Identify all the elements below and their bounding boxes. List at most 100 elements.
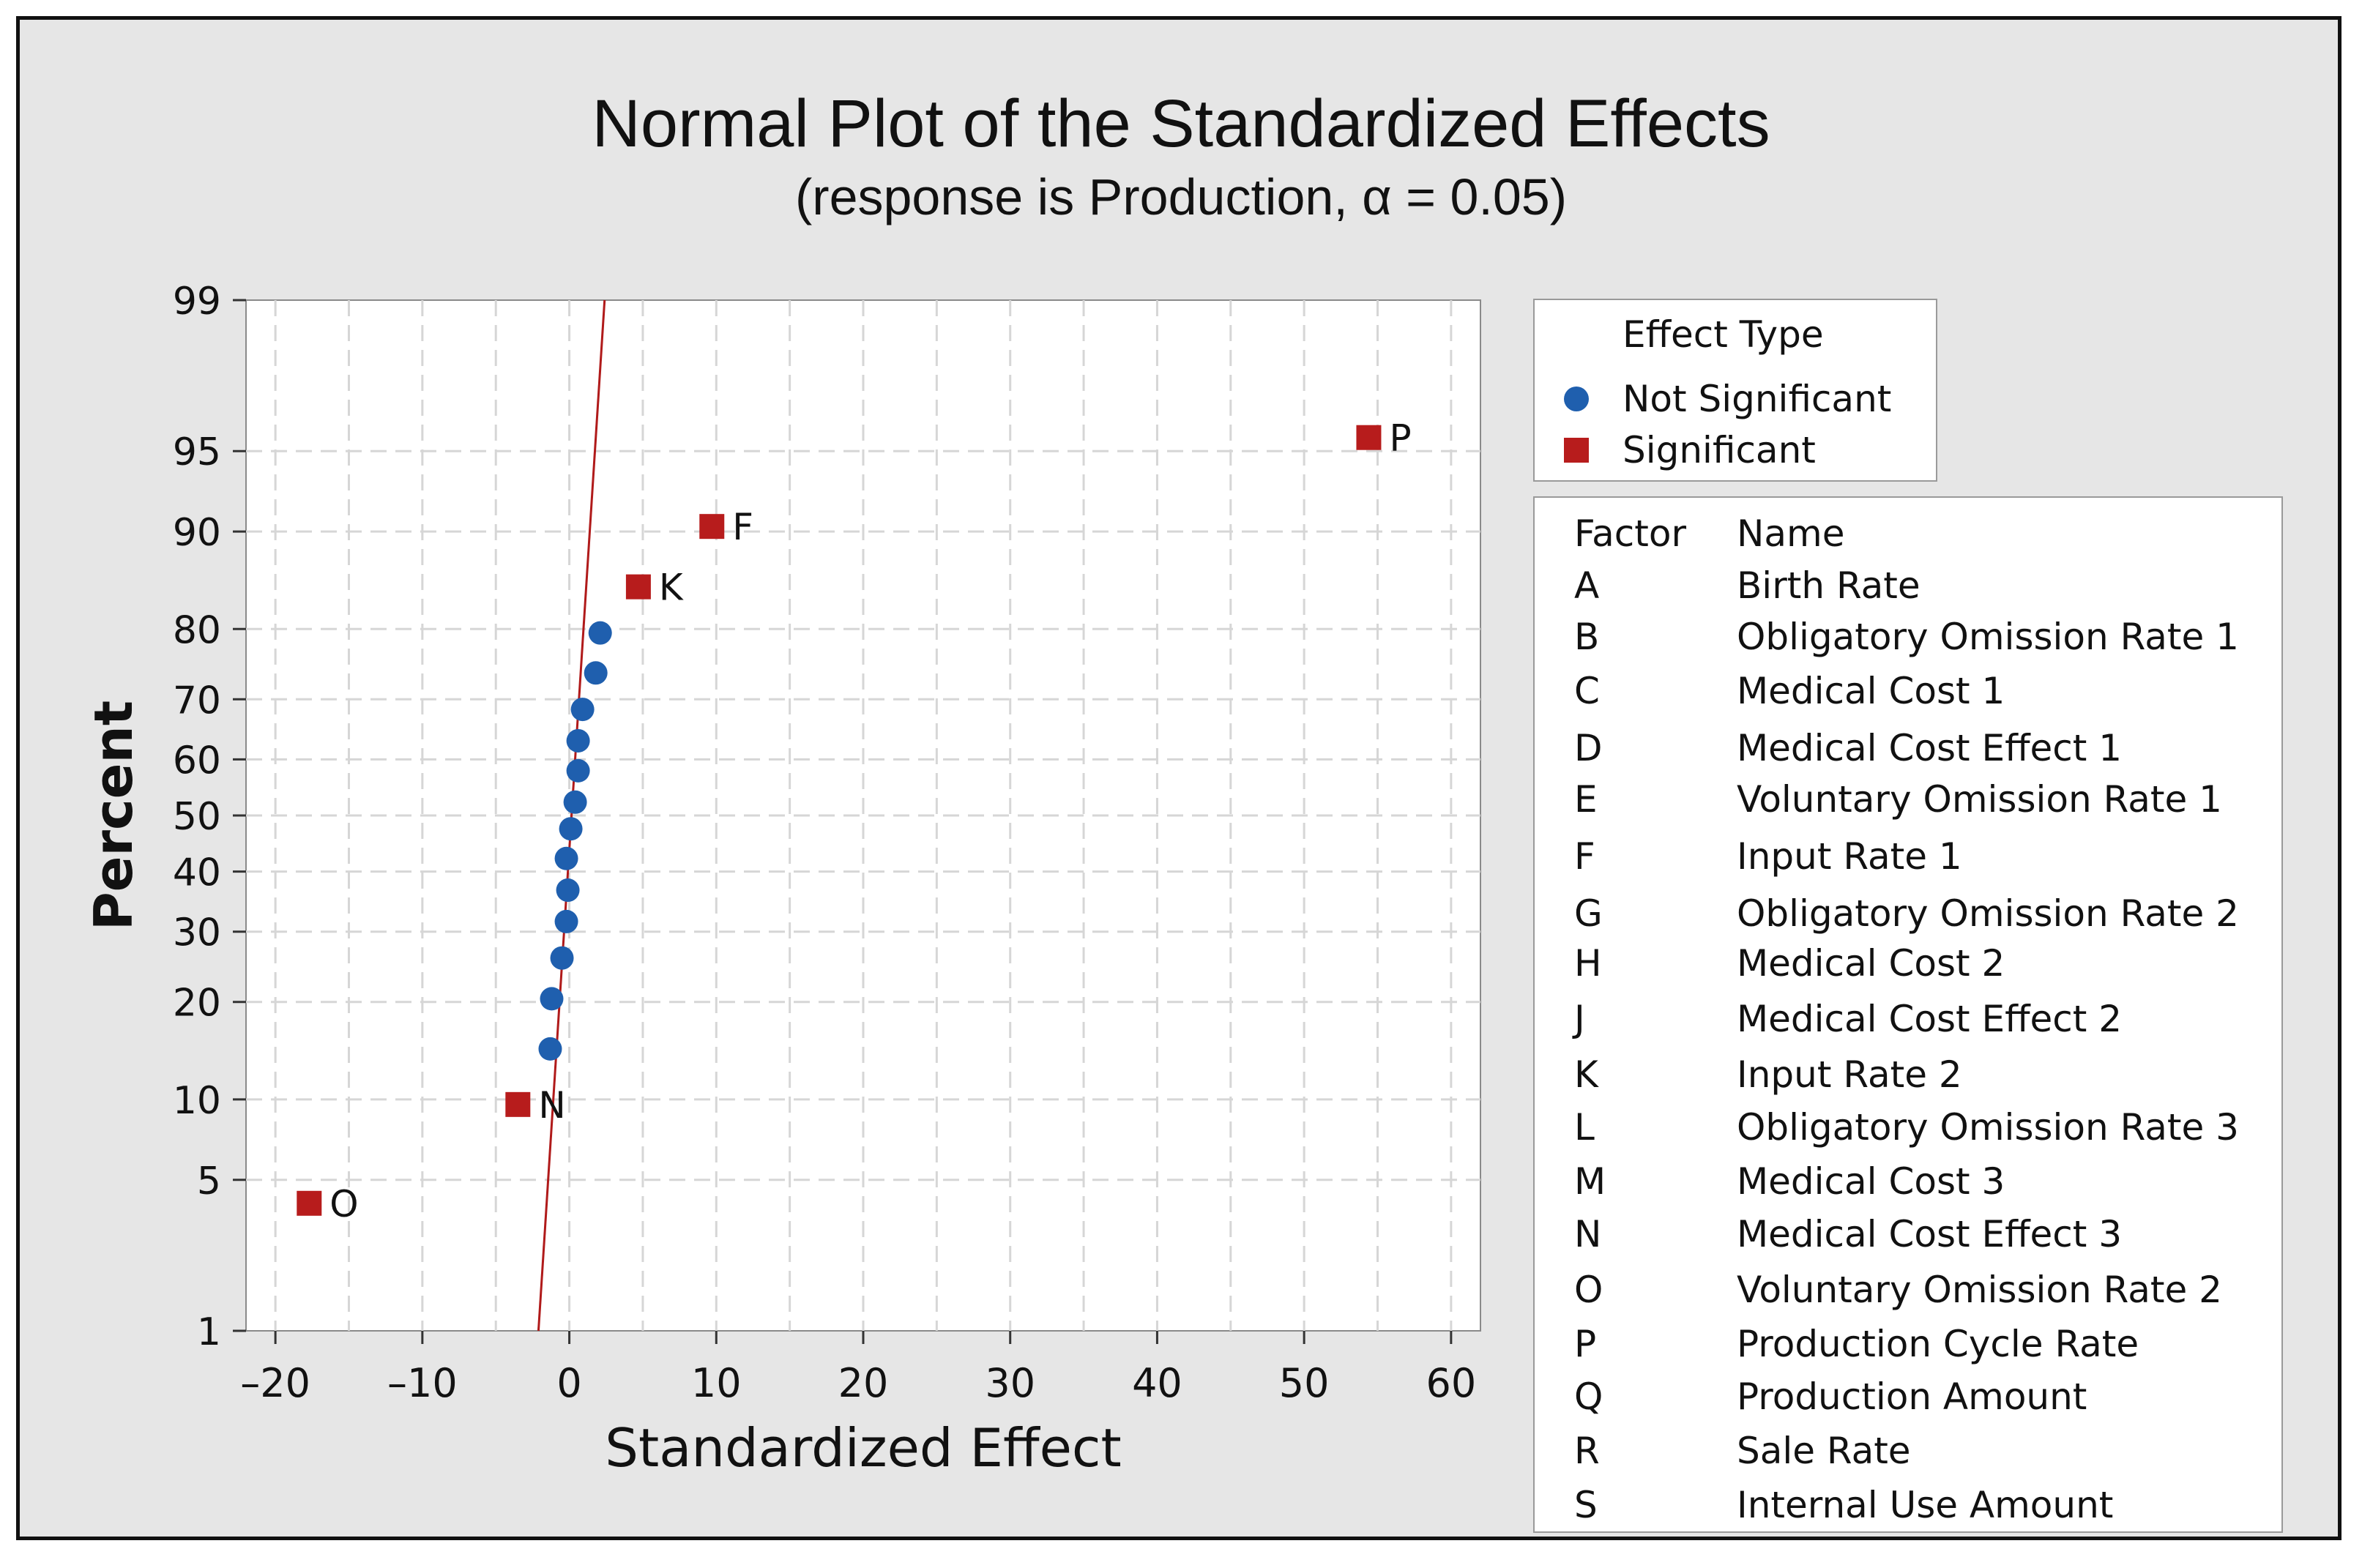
y-tick-label: 10	[173, 1079, 221, 1123]
data-point-not-significant	[570, 698, 595, 722]
data-point-not-significant	[584, 661, 608, 685]
legend-label: Not Significant	[1623, 378, 1892, 420]
axis-layer: –20 –10 0 10 20 30 40 50 60 1 5 10 20 30 40 50 60 70 80 90 9…	[173, 280, 1476, 1406]
factor-code: M	[1574, 1160, 1606, 1203]
legend-entry-significant: Significant	[1564, 425, 1816, 476]
y-tick-label: 30	[173, 911, 221, 955]
factor-row: H Medical Cost 2	[1535, 937, 2281, 990]
factor-code: C	[1574, 670, 1600, 712]
factor-row: K Input Rate 2	[1535, 1048, 2281, 1101]
legend-title: Effect Type	[1623, 313, 1824, 356]
y-tick-label: 95	[173, 430, 221, 474]
point-label: O	[329, 1183, 358, 1225]
factor-code: H	[1574, 942, 1602, 985]
factor-code: R	[1574, 1430, 1600, 1472]
x-tick-label: –20	[240, 1360, 310, 1406]
data-point-not-significant	[550, 946, 574, 970]
circle-marker-icon	[1564, 387, 1589, 411]
square-marker-icon	[1564, 438, 1589, 463]
point-label: N	[538, 1084, 565, 1127]
factor-row: A Birth Rate	[1535, 559, 2281, 612]
y-tick-label: 40	[173, 851, 221, 895]
x-tick-label: 10	[691, 1360, 742, 1406]
factor-row: R Sale Rate	[1535, 1425, 2281, 1477]
factor-name: Obligatory Omission Rate 1	[1737, 616, 2239, 658]
data-point-not-significant	[566, 728, 590, 753]
factor-row: J Medical Cost Effect 2	[1535, 993, 2281, 1045]
data-point-significant	[505, 1091, 531, 1117]
points-layer: O N K F P	[297, 417, 1412, 1225]
x-tick-label: 20	[838, 1360, 889, 1406]
data-point-not-significant	[559, 817, 583, 841]
factor-row: Q Production Amount	[1535, 1370, 2281, 1423]
point-label: F	[732, 506, 753, 548]
legend-entry-not-significant: Not Significant	[1564, 373, 1891, 425]
legend-label: Significant	[1623, 429, 1816, 471]
data-point-not-significant	[540, 987, 564, 1011]
factor-row: S Internal Use Amount	[1535, 1479, 2281, 1531]
y-tick-label: 50	[173, 795, 221, 839]
factor-row: C Medical Cost 1	[1535, 665, 2281, 717]
factor-row: G Obligatory Omission Rate 2	[1535, 887, 2281, 940]
data-point-not-significant	[554, 846, 578, 870]
grid-layer	[246, 300, 1480, 1331]
factor-name: Input Rate 1	[1737, 835, 1962, 878]
factor-row: D Medical Cost Effect 1	[1535, 722, 2281, 774]
y-tick-label: 5	[197, 1160, 221, 1203]
factor-row: E Voluntary Omission Rate 1	[1535, 773, 2281, 826]
data-point-significant	[699, 514, 725, 540]
factor-row: M Medical Cost 3	[1535, 1155, 2281, 1208]
data-point-not-significant	[563, 790, 587, 814]
data-point-not-significant	[566, 758, 590, 783]
factor-name: Medical Cost 1	[1737, 670, 2005, 712]
x-tick-label: 40	[1132, 1360, 1182, 1406]
data-point-significant	[625, 574, 651, 600]
factor-name: Production Cycle Rate	[1737, 1323, 2139, 1365]
factor-code: B	[1574, 616, 1600, 658]
y-tick-label: 70	[173, 679, 221, 723]
factor-code: Q	[1574, 1375, 1603, 1418]
factor-name: Medical Cost Effect 1	[1737, 727, 2123, 769]
reference-line-layer	[537, 299, 606, 1332]
x-axis-label: Standardized Effect	[605, 1417, 1121, 1479]
y-tick-label: 20	[173, 982, 221, 1026]
x-tick-label: 0	[556, 1360, 581, 1406]
factor-row: O Voluntary Omission Rate 2	[1535, 1263, 2281, 1316]
x-tick-label: 60	[1426, 1360, 1476, 1406]
chart-title: Normal Plot of the Standardized Effects	[592, 86, 1770, 161]
x-tick-label: 50	[1279, 1360, 1330, 1406]
factor-header: Factor	[1574, 512, 1687, 555]
factor-code: E	[1574, 778, 1598, 821]
factor-name: Medical Cost Effect 3	[1737, 1213, 2123, 1255]
factor-legend-table: Factor Name A Birth Rate B Obligatory Omiss…	[1533, 496, 2283, 1533]
factor-name: Medical Cost Effect 2	[1737, 998, 2123, 1040]
chart-subtitle: (response is Production, α = 0.05)	[795, 168, 1567, 225]
factor-code: J	[1574, 998, 1585, 1040]
factor-row: N Medical Cost Effect 3	[1535, 1208, 2281, 1261]
factor-row: L Obligatory Omission Rate 3	[1535, 1101, 2281, 1154]
factor-name: Birth Rate	[1737, 564, 1920, 607]
y-tick-label: 80	[173, 608, 221, 652]
factor-name: Medical Cost 2	[1737, 942, 2005, 985]
data-point-not-significant	[556, 878, 580, 903]
factor-name: Obligatory Omission Rate 3	[1737, 1106, 2239, 1149]
factor-name: Input Rate 2	[1737, 1053, 1962, 1096]
factor-code: N	[1574, 1213, 1602, 1255]
y-tick-label: 1	[197, 1310, 221, 1354]
reference-line	[537, 299, 606, 1332]
x-tick-label: –10	[387, 1360, 458, 1406]
factor-code: A	[1574, 564, 1600, 607]
factor-name: Internal Use Amount	[1737, 1484, 2114, 1526]
y-tick-label: 90	[173, 511, 221, 555]
factor-row: F Input Rate 1	[1535, 830, 2281, 883]
factor-code: L	[1574, 1106, 1595, 1149]
factor-code: P	[1574, 1323, 1597, 1365]
factor-name: Production Amount	[1737, 1375, 2087, 1418]
name-header: Name	[1737, 512, 1845, 555]
factor-code: S	[1574, 1484, 1598, 1526]
point-label: K	[659, 567, 684, 609]
y-tick-label: 99	[173, 280, 221, 324]
factor-name: Voluntary Omission Rate 1	[1737, 778, 2222, 821]
data-point-not-significant	[588, 621, 612, 645]
